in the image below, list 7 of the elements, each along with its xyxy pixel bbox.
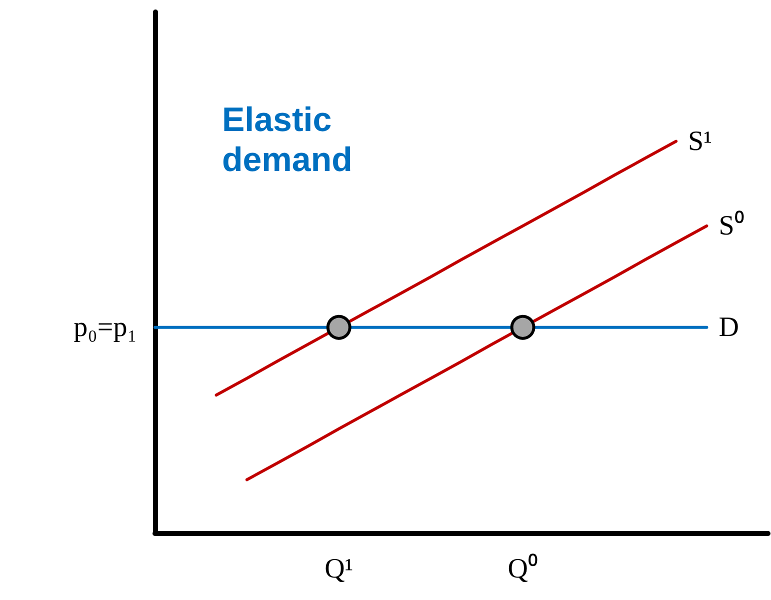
series-label: S⁰ — [718, 210, 744, 242]
x-tick-label: Q¹ — [324, 554, 354, 584]
annotation: Elastic demand — [222, 101, 352, 179]
series-label: S¹ — [688, 126, 712, 157]
text: p₀=p₁ — [74, 312, 137, 343]
series-label: D — [718, 312, 739, 343]
x-tick-label: Q⁰ — [508, 554, 538, 584]
